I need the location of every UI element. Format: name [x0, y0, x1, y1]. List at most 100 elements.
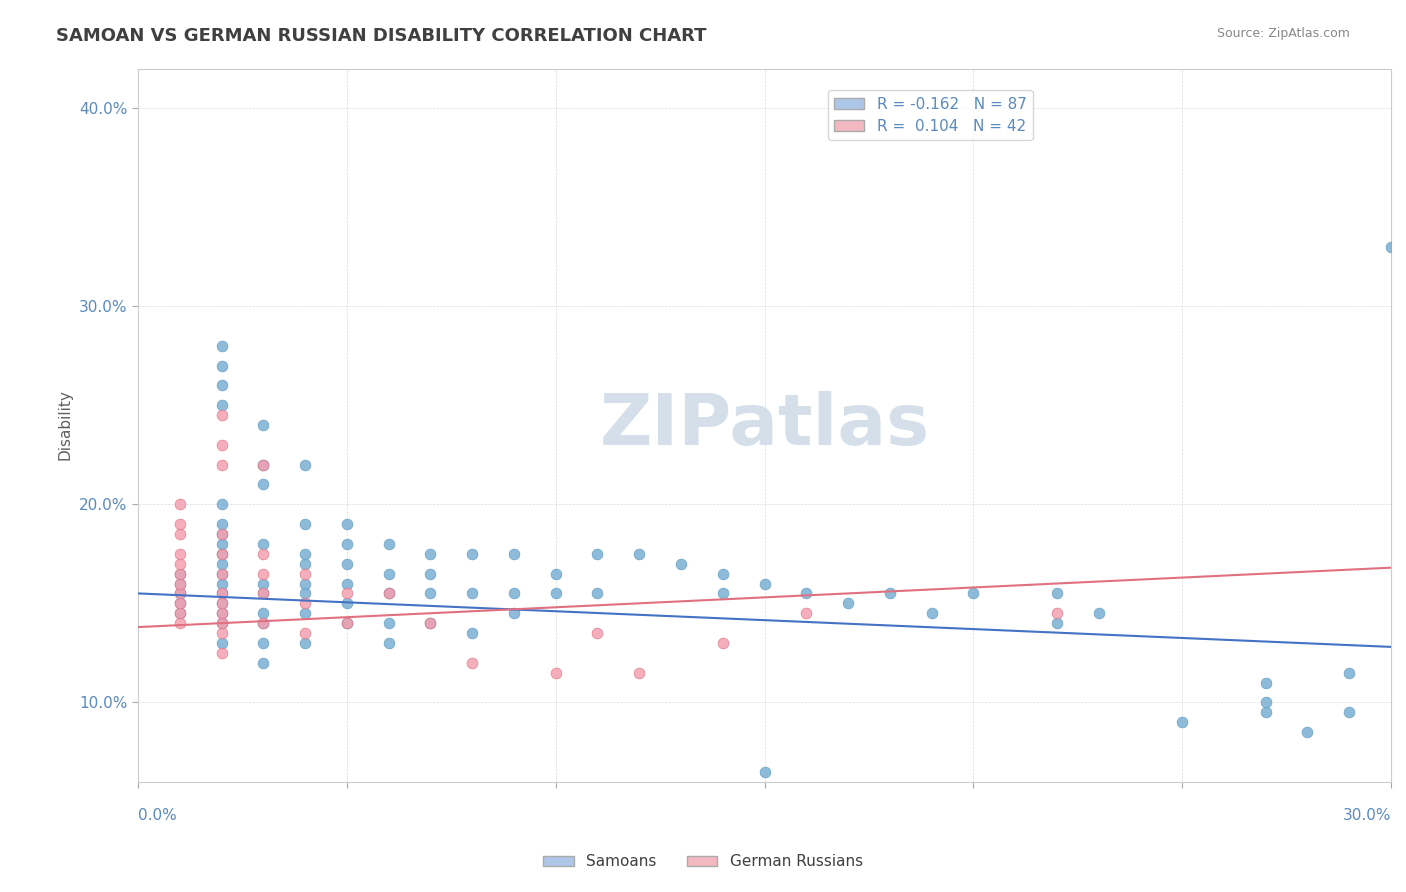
Point — [211, 557, 233, 571]
Point — [252, 586, 274, 600]
Point — [962, 586, 984, 600]
Y-axis label: Disability: Disability — [58, 390, 72, 460]
Point — [252, 606, 274, 620]
Point — [211, 438, 233, 452]
Point — [252, 636, 274, 650]
Point — [211, 596, 233, 610]
Point — [461, 586, 484, 600]
Point — [211, 606, 233, 620]
Point — [1254, 695, 1277, 709]
Point — [921, 606, 943, 620]
Point — [211, 537, 233, 551]
Point — [461, 626, 484, 640]
Point — [252, 566, 274, 581]
Point — [211, 566, 233, 581]
Point — [252, 458, 274, 472]
Point — [1254, 675, 1277, 690]
Point — [169, 606, 191, 620]
Point — [336, 586, 359, 600]
Text: ZIPatlas: ZIPatlas — [599, 391, 929, 459]
Point — [837, 596, 859, 610]
Point — [336, 517, 359, 532]
Point — [461, 656, 484, 670]
Point — [377, 566, 399, 581]
Point — [711, 586, 734, 600]
Point — [169, 606, 191, 620]
Point — [879, 586, 901, 600]
Point — [211, 458, 233, 472]
Point — [336, 616, 359, 631]
Point — [1379, 240, 1402, 254]
Point — [211, 596, 233, 610]
Point — [377, 537, 399, 551]
Point — [211, 586, 233, 600]
Point — [336, 537, 359, 551]
Point — [294, 606, 316, 620]
Point — [586, 586, 609, 600]
Point — [252, 547, 274, 561]
Point — [794, 586, 817, 600]
Point — [169, 586, 191, 600]
Point — [169, 557, 191, 571]
Point — [377, 616, 399, 631]
Point — [628, 665, 651, 680]
Point — [169, 586, 191, 600]
Point — [336, 616, 359, 631]
Point — [294, 566, 316, 581]
Point — [211, 636, 233, 650]
Point — [211, 616, 233, 631]
Point — [211, 646, 233, 660]
Point — [252, 656, 274, 670]
Point — [669, 557, 692, 571]
Point — [211, 339, 233, 353]
Text: Source: ZipAtlas.com: Source: ZipAtlas.com — [1216, 27, 1350, 40]
Point — [419, 566, 441, 581]
Point — [1046, 616, 1069, 631]
Point — [252, 576, 274, 591]
Point — [503, 586, 526, 600]
Point — [252, 418, 274, 433]
Point — [544, 566, 567, 581]
Point — [754, 576, 776, 591]
Text: 30.0%: 30.0% — [1343, 808, 1391, 823]
Point — [1087, 606, 1109, 620]
Point — [169, 576, 191, 591]
Point — [377, 636, 399, 650]
Point — [336, 557, 359, 571]
Point — [1296, 725, 1319, 739]
Point — [169, 547, 191, 561]
Point — [1254, 706, 1277, 720]
Point — [252, 458, 274, 472]
Point — [294, 586, 316, 600]
Point — [211, 626, 233, 640]
Text: 0.0%: 0.0% — [138, 808, 177, 823]
Point — [211, 566, 233, 581]
Point — [419, 547, 441, 561]
Point — [294, 596, 316, 610]
Point — [503, 547, 526, 561]
Point — [294, 626, 316, 640]
Point — [169, 527, 191, 541]
Point — [377, 586, 399, 600]
Point — [252, 616, 274, 631]
Point — [211, 408, 233, 422]
Point — [211, 398, 233, 412]
Point — [211, 606, 233, 620]
Point — [169, 596, 191, 610]
Point — [336, 596, 359, 610]
Point — [211, 378, 233, 392]
Point — [294, 458, 316, 472]
Point — [294, 517, 316, 532]
Point — [586, 547, 609, 561]
Point — [586, 626, 609, 640]
Point — [754, 764, 776, 779]
Point — [211, 527, 233, 541]
Point — [794, 606, 817, 620]
Point — [628, 547, 651, 561]
Point — [419, 586, 441, 600]
Point — [211, 616, 233, 631]
Point — [419, 616, 441, 631]
Point — [252, 537, 274, 551]
Point — [294, 636, 316, 650]
Point — [252, 586, 274, 600]
